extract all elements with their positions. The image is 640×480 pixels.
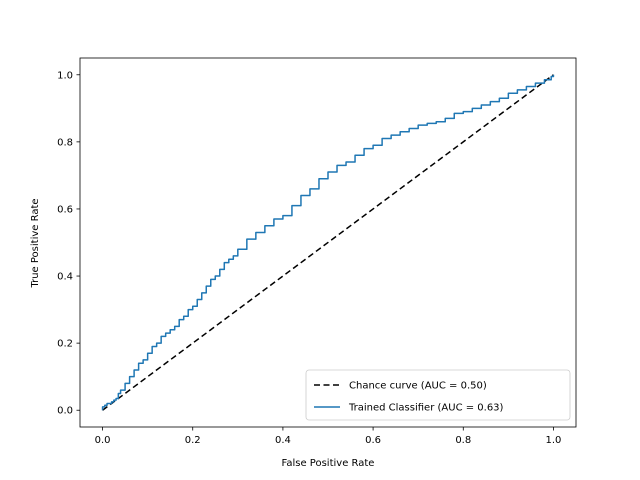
y-tick-label: 0.6 — [57, 204, 73, 215]
legend: Chance curve (AUC = 0.50) Trained Classif… — [305, 369, 571, 421]
chance-curve-line — [102, 74, 554, 411]
axes-frame — [79, 57, 577, 428]
x-tick-label: 0.4 — [275, 435, 291, 446]
series-group — [101, 74, 555, 411]
legend-box — [305, 369, 571, 421]
axes-group: 0.0 0.2 0.4 0.6 0.8 1.0 0.0 0.2 0.4 0.6 0.8 1.0 — [57, 57, 577, 446]
x-tick-label: 0.0 — [95, 435, 111, 446]
y-tick-label: 0.8 — [57, 137, 73, 148]
x-tick-label: 1.0 — [546, 435, 562, 446]
classifier-roc-line — [101, 74, 555, 411]
x-tick-label: 0.6 — [365, 435, 381, 446]
y-tick-label: 0.4 — [57, 272, 73, 283]
x-tick-label: 0.2 — [185, 435, 201, 446]
y-tick-label: 0.2 — [57, 339, 73, 350]
y-axis-label: True Positive Rate — [30, 198, 41, 288]
legend-label: Chance curve (AUC = 0.50) — [349, 381, 487, 392]
y-tick-label: 0.0 — [57, 406, 73, 417]
x-axis-label: False Positive Rate — [282, 458, 375, 469]
y-tick-label: 1.0 — [57, 70, 73, 81]
x-tick-label: 0.8 — [455, 435, 471, 446]
legend-label: Trained Classifier (AUC = 0.63) — [348, 403, 504, 414]
